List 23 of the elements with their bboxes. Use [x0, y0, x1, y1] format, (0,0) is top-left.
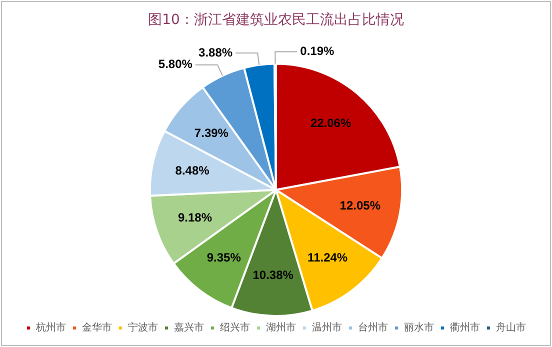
- legend-label: 绍兴市: [220, 322, 250, 334]
- legend-label: 宁波市: [128, 322, 158, 334]
- data-label: 5.80%: [158, 57, 193, 72]
- data-label: 0.19%: [300, 44, 335, 58]
- legend-label: 湖州市: [266, 322, 296, 334]
- legend-label: 舟山市: [496, 322, 526, 334]
- data-label: 3.88%: [198, 45, 233, 60]
- legend-label: 杭州市: [35, 322, 66, 334]
- legend-label: 金华市: [82, 322, 112, 334]
- legend-label: 台州市: [358, 322, 388, 334]
- legend-label: 丽水市: [404, 322, 434, 334]
- legend-label: 嘉兴市: [174, 322, 204, 334]
- data-label: 22.06%: [310, 116, 352, 130]
- data-label: 9.35%: [206, 250, 242, 264]
- data-label: 11.24%: [308, 250, 348, 265]
- data-label: 12.05%: [340, 198, 381, 213]
- data-label: 8.48%: [175, 164, 210, 178]
- data-label: 9.18%: [178, 210, 212, 224]
- legend-label: 衢州市: [450, 322, 480, 334]
- data-label: 10.38%: [252, 268, 294, 282]
- data-label: 7.39%: [194, 126, 229, 140]
- chart-title: 图10：浙江省建筑业农民工流出占比情况: [148, 12, 404, 28]
- legend-label: 温州市: [312, 322, 342, 334]
